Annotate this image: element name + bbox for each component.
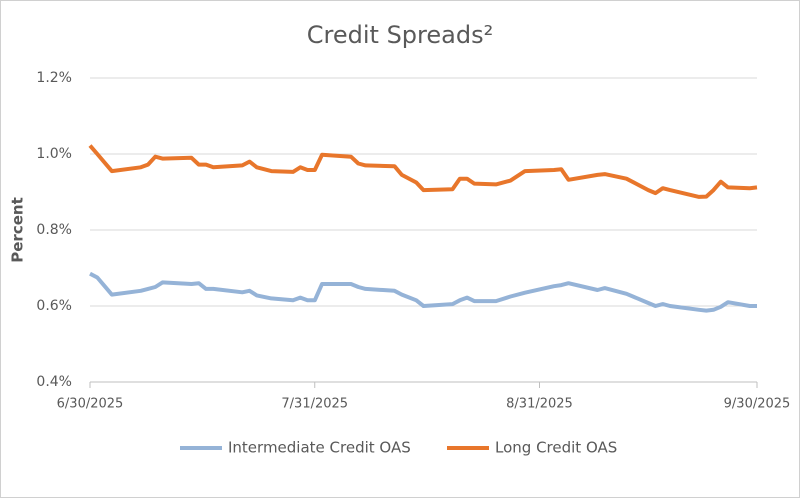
x-tick-label: 8/31/2025 — [506, 397, 573, 412]
series-line — [89, 271, 757, 313]
chart-title: Credit Spreads² — [307, 21, 493, 49]
y-tick-label: 1.2% — [36, 70, 72, 86]
x-tick-label: 9/30/2025 — [724, 397, 791, 412]
y-tick-label: 0.8% — [36, 222, 72, 238]
y-axis-label: Percent — [9, 197, 27, 262]
legend-label: Long Credit OAS — [495, 439, 617, 457]
x-tick-label: 7/31/2025 — [281, 397, 348, 412]
series-line — [88, 144, 758, 199]
legend-label: Intermediate Credit OAS — [228, 439, 411, 457]
y-tick-label: 0.6% — [36, 298, 72, 314]
x-tick-label: 6/30/2025 — [57, 397, 124, 412]
y-tick-label: 1.0% — [36, 146, 72, 162]
y-tick-label: 0.4% — [36, 374, 72, 390]
